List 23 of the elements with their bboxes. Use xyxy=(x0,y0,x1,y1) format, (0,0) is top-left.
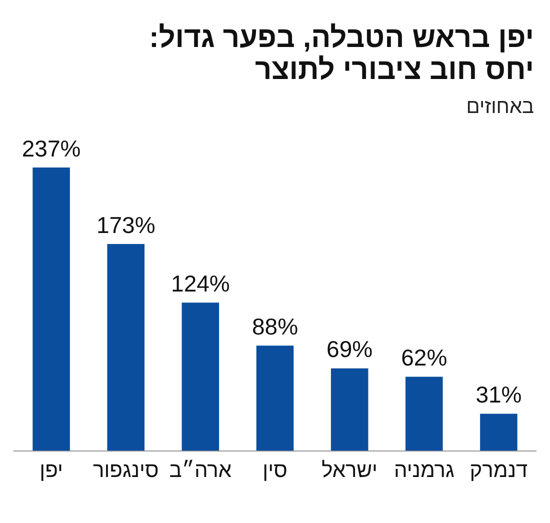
bar xyxy=(107,244,144,451)
chart-subtitle: באחוזים xyxy=(466,96,534,119)
x-tick-label: גרמניה xyxy=(394,459,454,482)
x-tick-label: ישראל xyxy=(322,459,378,482)
data-label: 173% xyxy=(96,212,156,238)
data-label: 124% xyxy=(171,270,230,296)
x-tick-label: ארה״ב xyxy=(169,459,232,482)
x-tick-label: סין xyxy=(262,459,288,482)
data-label: 237% xyxy=(22,135,81,162)
data-label: 31% xyxy=(476,382,522,408)
x-tick-label: יפן xyxy=(40,459,63,482)
data-label: 69% xyxy=(326,336,373,362)
data-label: 88% xyxy=(252,313,298,340)
bar xyxy=(256,346,294,451)
bar xyxy=(32,168,70,451)
bar xyxy=(406,376,443,451)
x-tick-label: סינגפור xyxy=(92,459,159,482)
x-tick-label: דנמרק xyxy=(470,459,528,482)
bar xyxy=(330,368,368,451)
bar xyxy=(480,414,518,451)
chart-title: יפן בראש הטבלה, בפער גדול: יחס חוב ציבורי לתוצר xyxy=(148,22,534,86)
bar xyxy=(182,302,220,451)
data-label: 62% xyxy=(401,344,448,371)
